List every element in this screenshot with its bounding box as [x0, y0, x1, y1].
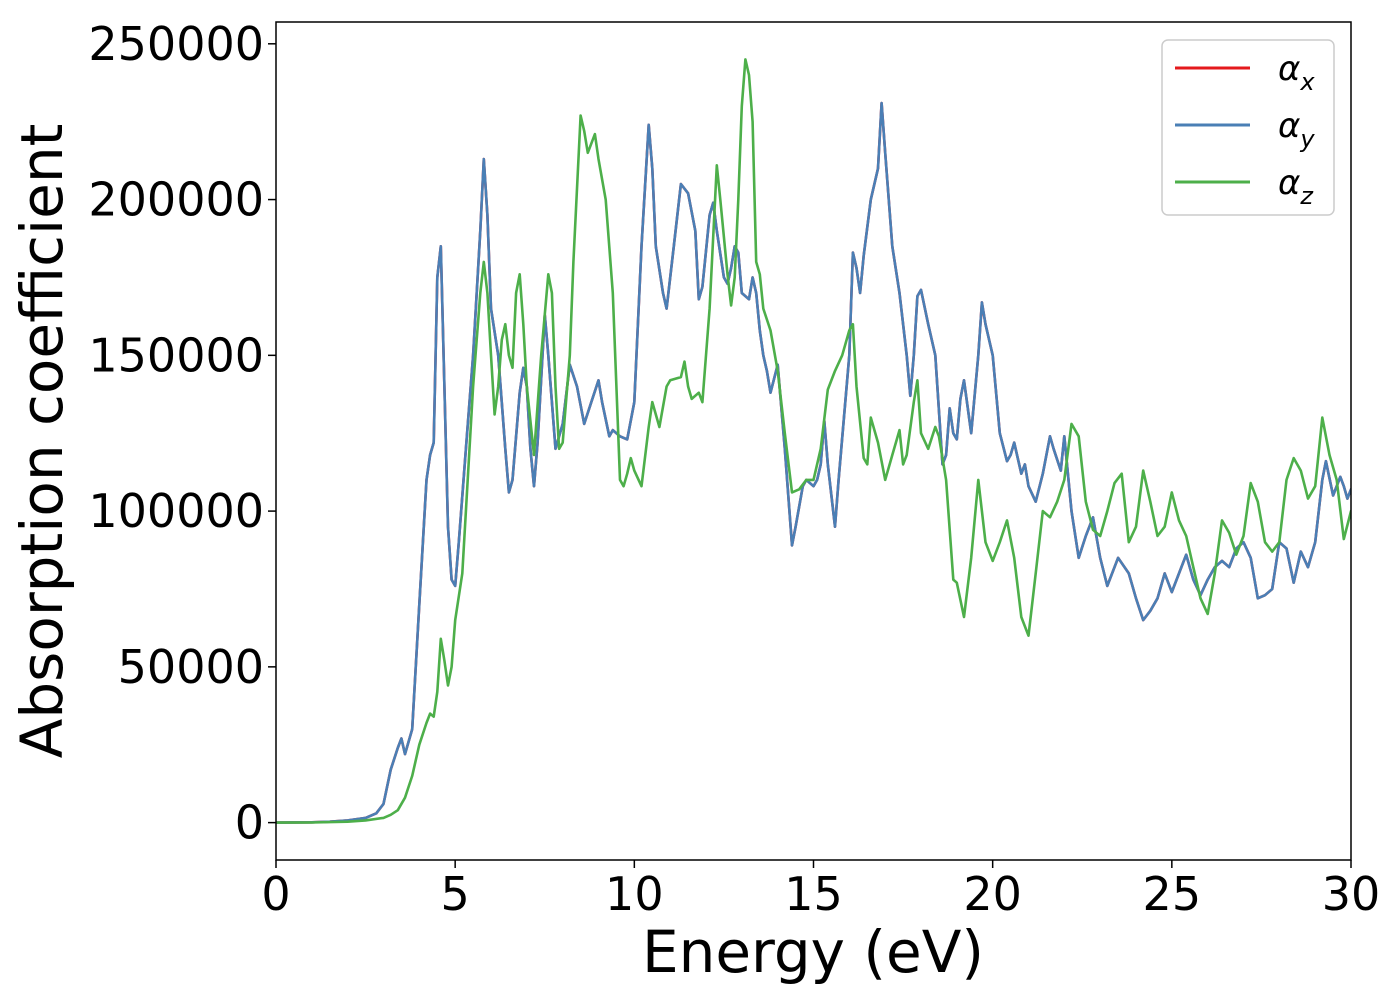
- x-axis-ticks: 0 5 10 15 20 25 30: [261, 860, 1380, 921]
- legend-label-base: α: [1278, 163, 1300, 203]
- x-tick-label: 20: [963, 867, 1022, 921]
- x-tick-label: 5: [441, 867, 470, 921]
- legend-label-base: α: [1278, 106, 1300, 146]
- y-tick-label: 50000: [118, 640, 264, 694]
- legend-label-y: αy: [1278, 106, 1315, 153]
- legend-label-z: αz: [1278, 163, 1314, 210]
- y-tick-label: 100000: [88, 484, 264, 538]
- legend-label-x: αx: [1278, 49, 1315, 96]
- y-axis-title: Absorption coefficient: [8, 124, 76, 759]
- x-tick-label: 25: [1143, 867, 1202, 921]
- series-line-z: [276, 58, 1351, 824]
- y-tick-label: 0: [235, 796, 264, 850]
- y-tick-label: 250000: [88, 17, 264, 71]
- legend-box: [1161, 39, 1335, 216]
- x-tick-label: 10: [605, 867, 664, 921]
- x-axis-title: Energy (eV): [642, 918, 984, 986]
- y-tick-label: 200000: [88, 173, 264, 227]
- legend-label-subscript: y: [1299, 125, 1315, 153]
- legend-label-subscript: z: [1299, 182, 1314, 210]
- x-tick-label: 30: [1322, 867, 1381, 921]
- series-line-y: [276, 101, 1351, 824]
- x-tick-label: 0: [261, 867, 290, 921]
- x-tick-label: 15: [784, 867, 843, 921]
- y-axis-ticks: 0 50000 100000 150000 200000 250000: [88, 17, 276, 850]
- legend-label-base: α: [1278, 49, 1300, 89]
- y-tick-label: 150000: [88, 328, 264, 382]
- legend-label-subscript: x: [1299, 68, 1315, 96]
- plot-lines: [276, 58, 1351, 824]
